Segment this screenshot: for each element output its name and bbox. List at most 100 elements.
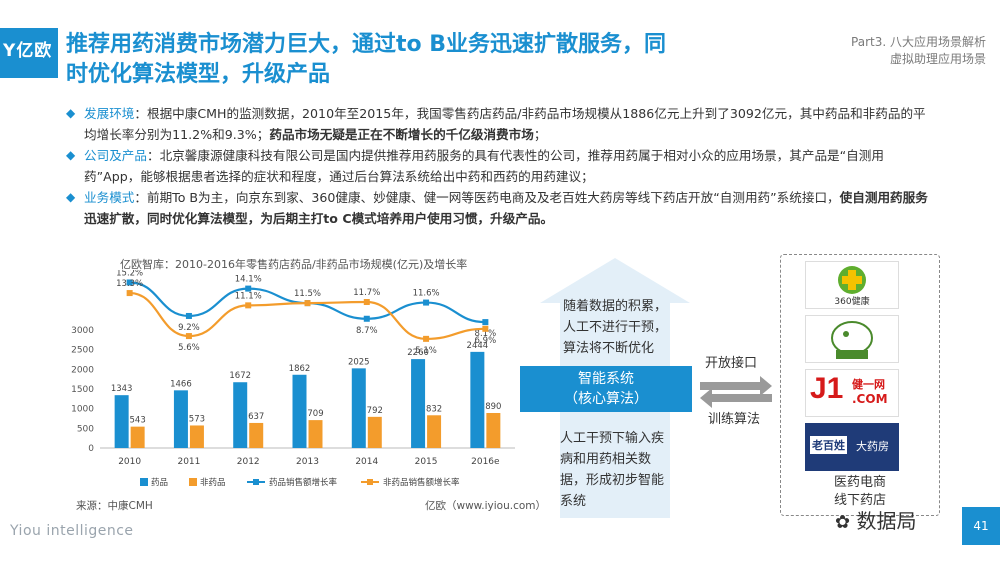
- line-data-label: 8.1%: [475, 329, 497, 339]
- y-tick-label: 3000: [71, 326, 94, 336]
- wechat-label: 数据局: [856, 509, 917, 533]
- y-tick-label: 2000: [71, 365, 94, 375]
- diamond-icon: ◆: [66, 190, 76, 204]
- panel-bot-line: 人工干预下输入疾: [560, 431, 665, 446]
- bar: [308, 420, 323, 448]
- line-point: [363, 315, 370, 322]
- partner-caption: 医药电商 线下药店: [780, 474, 940, 510]
- x-tick-label: 2011: [177, 457, 200, 467]
- bullet-tail: ；: [533, 127, 547, 142]
- legend-label: 药品: [151, 477, 168, 488]
- page-title: 推荐用药消费市场潜力巨大，通过to B业务迅速扩散服务，同 时优化算法模型，升级…: [66, 30, 766, 90]
- line-point: [185, 312, 192, 319]
- bar: [249, 422, 264, 448]
- chart-watermark: 亿欧（www.iyiou.com）: [425, 500, 547, 512]
- bar: [233, 382, 248, 448]
- bar: [114, 395, 129, 448]
- logo-360-health: 360健康: [805, 261, 899, 309]
- bar: [486, 412, 501, 448]
- line-data-label: 13.3%: [116, 279, 143, 289]
- line-point: [126, 279, 133, 286]
- chart-source: 来源：中康CMH: [76, 500, 153, 512]
- bar-data-label: 1862: [289, 364, 311, 374]
- legend-swatch: [189, 478, 197, 486]
- panel-top-line: 随着数据的积累，: [563, 299, 668, 314]
- panel-top-line: 人工不进行干预，: [563, 320, 668, 335]
- logo-j1-com: .COM: [852, 392, 888, 406]
- caption-line: 线下药店: [833, 493, 886, 508]
- caption-line: 医药电商: [833, 475, 886, 490]
- core-system-box: 智能系统 （核心算法）: [520, 366, 692, 412]
- bullet-label: 公司及产品: [84, 148, 147, 163]
- jd-dog-icon: [831, 321, 873, 359]
- x-tick-label: 2012: [237, 457, 260, 467]
- line-point: [482, 319, 489, 326]
- x-tick-label: 2010: [118, 457, 141, 467]
- line-data-label: 11.5%: [294, 289, 321, 299]
- x-tick-label: 2015: [415, 457, 438, 467]
- line-point: [245, 302, 252, 309]
- line-point: [363, 299, 370, 306]
- bar-data-label: 890: [485, 402, 501, 412]
- health-cross-icon: [838, 266, 866, 294]
- bar: [351, 368, 366, 448]
- x-tick-label: 2016e: [471, 457, 500, 467]
- bullet-text: ：北京馨康源健康科技有限公司是国内提供推荐用药服务的具有代表性的公司，推荐用药属…: [84, 148, 884, 184]
- bar-data-label: 637: [248, 412, 264, 422]
- bar-data-label: 1343: [111, 384, 133, 394]
- diamond-icon: ◆: [66, 148, 76, 162]
- chart-title: 亿欧智库：2010-2016年零售药店药品/非药品市场规模(亿元)及增长率: [120, 258, 468, 271]
- brand-logo: Y亿欧: [3, 36, 52, 61]
- x-tick-label: 2013: [296, 457, 319, 467]
- panel-bot-line: 据，形成初步智能: [560, 473, 665, 488]
- wechat-icon: ✿: [835, 512, 851, 533]
- bullet-bold: 药品市场无疑是正在不断增长的千亿级消费市场: [269, 127, 534, 142]
- y-tick-label: 1500: [71, 385, 94, 395]
- section-sub: 虚拟助理应用场景: [889, 52, 986, 66]
- line-data-label: 6.9%: [475, 336, 497, 346]
- bullet-text: ：前期To B为主，向京东到家、360健康、妙健康、健一网等医药电商及及老百姓大…: [134, 190, 840, 205]
- bullet-item: ◆ 发展环境：根据中康CMH的监测数据，2010年至2015年，我国零售药店药品…: [66, 103, 936, 145]
- wechat-badge: ✿ 数据局: [835, 505, 916, 534]
- line-data-label: 9.2%: [178, 323, 200, 333]
- bullet-label: 发展环境: [84, 106, 135, 121]
- line-point: [423, 335, 430, 342]
- bar-data-label: 1466: [170, 379, 192, 389]
- line-point: [423, 299, 430, 306]
- open-interface-label: 开放接口: [705, 356, 758, 371]
- line-data-label: 11.7%: [353, 288, 380, 298]
- bar-data-label: 543: [130, 416, 146, 426]
- title-line-2: 时优化算法模型，升级产品: [66, 62, 331, 87]
- line-point: [482, 325, 489, 332]
- page-number: 41: [962, 507, 1000, 545]
- logo-label: 亿欧: [16, 41, 53, 61]
- bar-data-label: 1672: [229, 371, 251, 381]
- bar: [367, 416, 382, 448]
- line-data-label: 5.6%: [178, 343, 200, 353]
- line-data-label: 5.1%: [415, 346, 437, 356]
- line-data-label: 8.7%: [356, 326, 378, 336]
- logo-j1: J1 健一网 .COM: [805, 369, 899, 417]
- bar-data-label: 573: [189, 414, 205, 424]
- legend-swatch: [140, 478, 148, 486]
- bar-data-label: 709: [307, 409, 323, 419]
- bullet-list: ◆ 发展环境：根据中康CMH的监测数据，2010年至2015年，我国零售药店药品…: [66, 103, 936, 229]
- bar: [189, 425, 204, 448]
- section-part: Part3. 八大应用场景解析: [851, 35, 986, 49]
- section-label: Part3. 八大应用场景解析 虚拟助理应用场景: [851, 34, 986, 68]
- line-point: [126, 290, 133, 297]
- line-data-label: 11.6%: [413, 289, 440, 299]
- core-title: 智能系统: [578, 371, 634, 387]
- logo-360-label: 360健康: [834, 297, 870, 307]
- panel-bottom-text: 人工干预下输入疾 病和用药相关数 据，形成初步智能 系统: [560, 428, 664, 512]
- logo-lbx-a: 老百姓: [810, 436, 847, 454]
- title-line-1: 推荐用药消费市场潜力巨大，通过to B业务迅速扩散服务，同: [66, 32, 667, 57]
- train-algorithm-label: 训练算法: [708, 412, 761, 427]
- brand-bar: [0, 28, 58, 78]
- bullet-item: ◆ 公司及产品：北京馨康源健康科技有限公司是国内提供推荐用药服务的具有代表性的公…: [66, 145, 936, 187]
- bar: [173, 390, 188, 448]
- line-point: [185, 333, 192, 340]
- line-point: [245, 285, 252, 292]
- partner-box: 360健康 J1 健一网 .COM 老百姓 大药房: [780, 254, 940, 516]
- panel-bot-line: 病和用药相关数: [560, 452, 652, 467]
